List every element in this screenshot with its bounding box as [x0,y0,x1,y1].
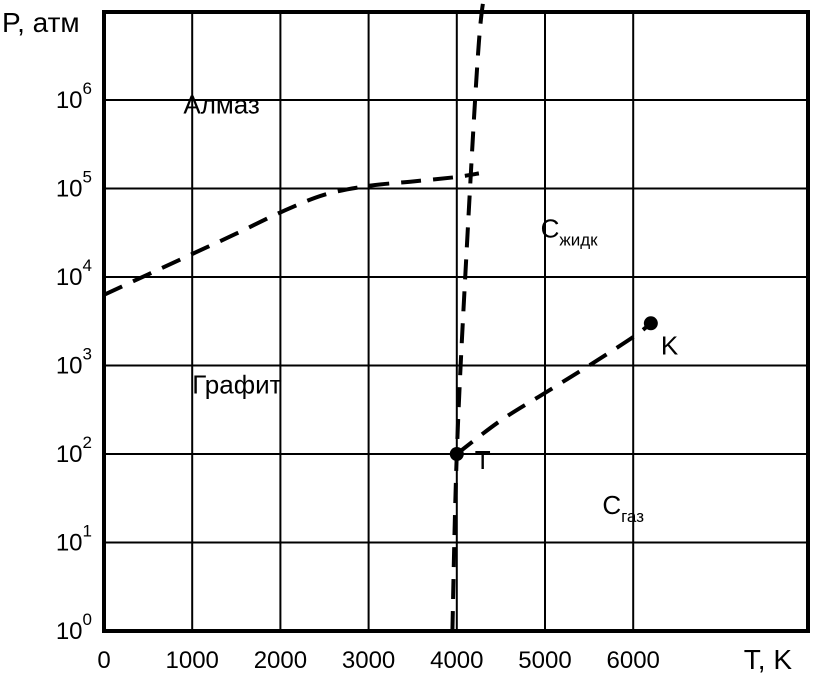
y-tick-exponent: 6 [83,79,92,98]
y-tick-label: 102 [56,433,92,468]
y-tick-label: 105 [56,168,92,203]
region-label-main: С [602,490,621,520]
x-tick-label: 2000 [254,647,307,674]
x-tick-label: 4000 [430,647,483,674]
grid [104,12,808,631]
y-tick-base: 10 [56,530,83,557]
region-label: Сжидк [541,213,599,249]
y-tick-label: 103 [56,345,92,380]
region-label-main: Алмаз [183,90,259,120]
y-tick-label: 100 [56,610,92,645]
y-tick-exponent: 2 [83,433,92,452]
series-line-2 [450,0,486,632]
x-axis-label: T, K [744,644,793,675]
y-tick-base: 10 [56,87,83,114]
series-line-3 [455,321,653,456]
x-tick-labels: 0 1000 2000 3000 4000 5000 6000 [97,647,660,674]
x-tick-label: 1000 [166,647,219,674]
region-label-main: Графит [192,370,281,400]
series-line-1 [104,171,480,297]
point-label-K: K [661,330,679,360]
y-tick-label: 104 [56,256,92,291]
points-group: TK [449,316,679,475]
x-tick-label: 5000 [518,647,571,674]
y-tick-exponent: 3 [83,345,92,364]
point-K [643,316,658,331]
y-tick-base: 10 [56,353,83,380]
series-group [104,0,653,632]
x-tick-label: 0 [97,647,110,674]
x-tick-label: 3000 [342,647,395,674]
region-label: Сгаз [602,490,644,526]
y-tick-base: 10 [56,441,83,468]
x-tick-label: 6000 [607,647,660,674]
y-tick-base: 10 [56,618,83,645]
point-label-T: T [475,445,491,475]
region-label-subscript: жидк [559,230,598,249]
y-tick-label: 106 [56,79,92,114]
y-tick-base: 10 [56,176,83,203]
region-label: Графит [192,370,281,400]
y-tick-exponent: 5 [83,168,92,187]
y-tick-label: 101 [56,522,92,557]
y-tick-base: 10 [56,264,83,291]
y-axis-label: P, атм [2,7,80,38]
y-tick-exponent: 1 [83,522,92,541]
region-label: Алмаз [183,90,259,120]
region-label-main: С [541,213,560,243]
plot-frame [102,10,810,633]
y-tick-exponent: 4 [83,256,92,275]
y-tick-exponent: 0 [83,610,92,629]
region-label-subscript: газ [621,507,644,526]
point-T [449,447,464,461]
